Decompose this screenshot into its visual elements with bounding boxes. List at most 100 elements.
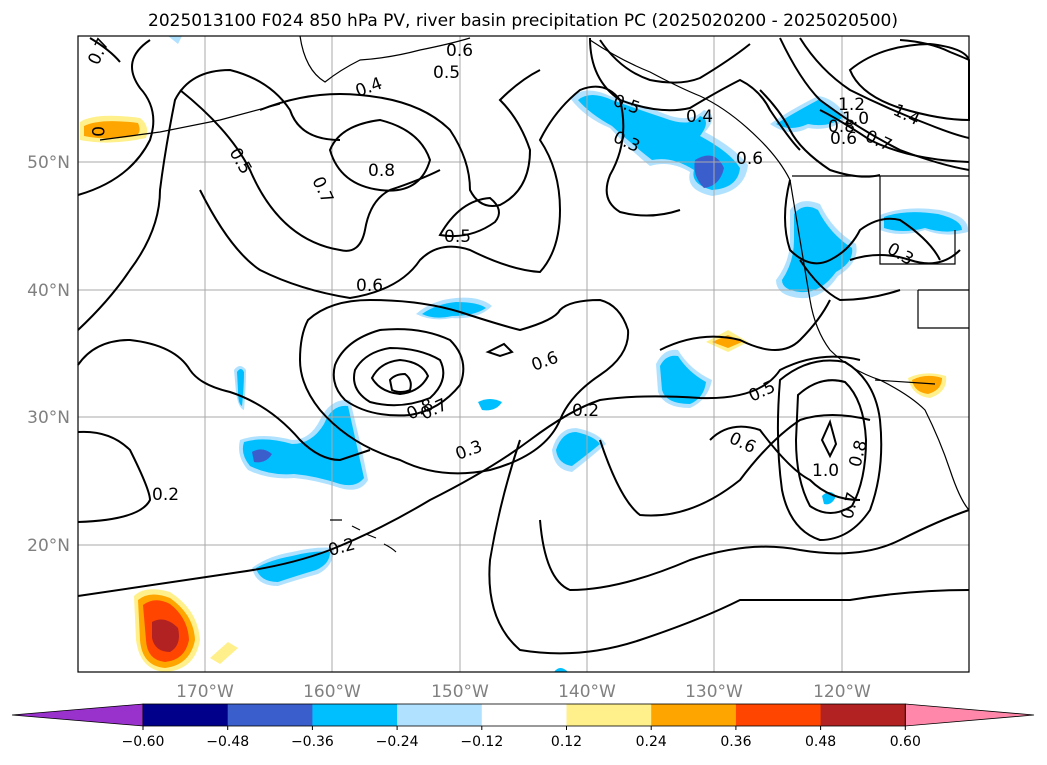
colorbar-tick-label: −0.24 <box>376 734 419 750</box>
map-panel: 0.7 0.6 0.5 0.4 0.8 0.5 0.7 0.5 0.6 0.5 … <box>77 35 970 673</box>
pv-contour <box>709 425 861 501</box>
contour-label: 0.5 <box>433 63 460 83</box>
precip-negative-region <box>252 449 272 463</box>
pv-contour <box>388 372 412 393</box>
pv-contour <box>599 39 751 84</box>
lat-tick-label: 40°N <box>27 281 70 301</box>
pv-contour <box>488 439 970 655</box>
hawaiian-islands <box>330 519 397 553</box>
pv-contour <box>776 359 883 542</box>
bc-coast <box>589 39 811 301</box>
pv-contour <box>779 37 970 171</box>
map-frame <box>77 35 970 673</box>
pv-contour <box>89 37 121 63</box>
lat-axis: 50°N 40°N 30°N 20°N <box>27 153 70 556</box>
figure-title: 2025013100 F024 850 hPa PV, river basin … <box>148 11 898 31</box>
state-border <box>917 289 969 329</box>
precip-negative-region <box>884 212 962 232</box>
lon-tick-label: 150°W <box>431 682 489 702</box>
colorbar-segment <box>143 704 229 726</box>
contour-label: 1.2 <box>838 95 865 115</box>
contour-label: 0.4 <box>686 107 713 127</box>
aleutian-islands <box>99 103 281 141</box>
colorbar-tick-label: 0.12 <box>551 734 582 750</box>
precip-positive-region <box>912 375 942 394</box>
pv-contour <box>485 342 514 358</box>
contour-label: 0.6 <box>356 276 383 296</box>
pv-contour <box>438 196 500 238</box>
pv-contour <box>799 37 970 139</box>
map-background <box>78 36 969 672</box>
colorbar-tick-label: 0.36 <box>720 734 751 750</box>
colorbar-segment <box>481 704 567 726</box>
colorbar-extend-low <box>11 703 144 727</box>
pv-contour <box>259 69 541 207</box>
contour-label: 0.8 <box>828 117 855 137</box>
precip-negative-region <box>242 405 364 486</box>
pv-contour <box>819 109 970 163</box>
precip-negative-region <box>776 100 842 128</box>
precip-negative-region <box>168 36 182 44</box>
precip-negative-region <box>694 155 724 188</box>
precip-negative-region <box>478 399 502 411</box>
contour-label: 1.0 <box>842 109 869 129</box>
graticule <box>78 36 969 672</box>
lon-tick-label: 120°W <box>813 682 871 702</box>
lon-axis: 170°W 160°W 150°W 140°W 130°W 120°W <box>176 682 871 702</box>
pv-contour <box>77 355 861 597</box>
pv-contour <box>820 419 838 459</box>
precip-negative-region <box>782 206 853 293</box>
precip-negative-region <box>660 355 706 404</box>
contour-label: 0.6 <box>736 149 763 169</box>
lon-tick-label: 140°W <box>558 682 616 702</box>
lon-tick-label: 160°W <box>303 682 361 702</box>
pv-contour <box>353 346 445 407</box>
colorbar-tick-label: 0.60 <box>890 734 921 750</box>
lat-tick-label: 50°N <box>27 153 70 173</box>
us-west-coast <box>809 299 970 511</box>
contour-label: 0.2 <box>152 485 179 505</box>
pv-contour <box>799 259 901 302</box>
colorbar-segment <box>735 704 822 726</box>
pv-contour <box>370 358 430 396</box>
pv-contour <box>77 68 341 331</box>
precip-shading <box>80 36 969 672</box>
precip-positive-region <box>84 121 140 139</box>
pv-contours <box>77 37 970 655</box>
pv-contour <box>599 414 871 517</box>
pv-contour <box>199 85 681 300</box>
precip-negative-region <box>256 551 330 582</box>
colorbar-frame <box>142 703 906 727</box>
precip-positive-region <box>210 642 238 664</box>
colorbar-tick-label: −0.12 <box>460 734 503 750</box>
colorbar-segment <box>820 704 906 726</box>
colorbar-tick-label: −0.36 <box>291 734 334 750</box>
coastlines <box>99 35 970 553</box>
pv-contour <box>589 37 801 151</box>
colorbar-segment <box>312 704 398 726</box>
contour-label: 0.5 <box>444 227 471 247</box>
alaska-coast <box>299 35 471 83</box>
colorbar-tick-label: 0.48 <box>805 734 836 750</box>
pv-contour <box>659 299 831 351</box>
contour-label: 0.6 <box>830 129 857 149</box>
pv-contour <box>332 328 465 417</box>
lat-tick-label: 20°N <box>27 536 70 556</box>
contour-label: 0 <box>87 126 107 137</box>
colorbar-segment <box>227 704 313 726</box>
contour-label: 0.8 <box>368 161 395 181</box>
precip-negative-region <box>554 668 568 672</box>
pv-contour <box>759 89 881 178</box>
pv-contour <box>794 379 868 514</box>
colorbar-tick-label: −0.48 <box>206 734 249 750</box>
pv-contour <box>899 39 970 61</box>
pv-contour <box>849 249 961 265</box>
colorbar-tick-label: 0.24 <box>636 734 667 750</box>
pv-contour <box>77 338 371 462</box>
contour-label: 0.6 <box>446 41 473 61</box>
colorbar-segment <box>397 704 483 726</box>
pv-contour <box>298 298 630 475</box>
colorbar-segment <box>651 704 737 726</box>
colorbar: −0.60 −0.48 −0.36 −0.24 −0.12 0.12 0.24 0.36 0.4… <box>11 703 1035 750</box>
pv-contour <box>328 118 432 192</box>
